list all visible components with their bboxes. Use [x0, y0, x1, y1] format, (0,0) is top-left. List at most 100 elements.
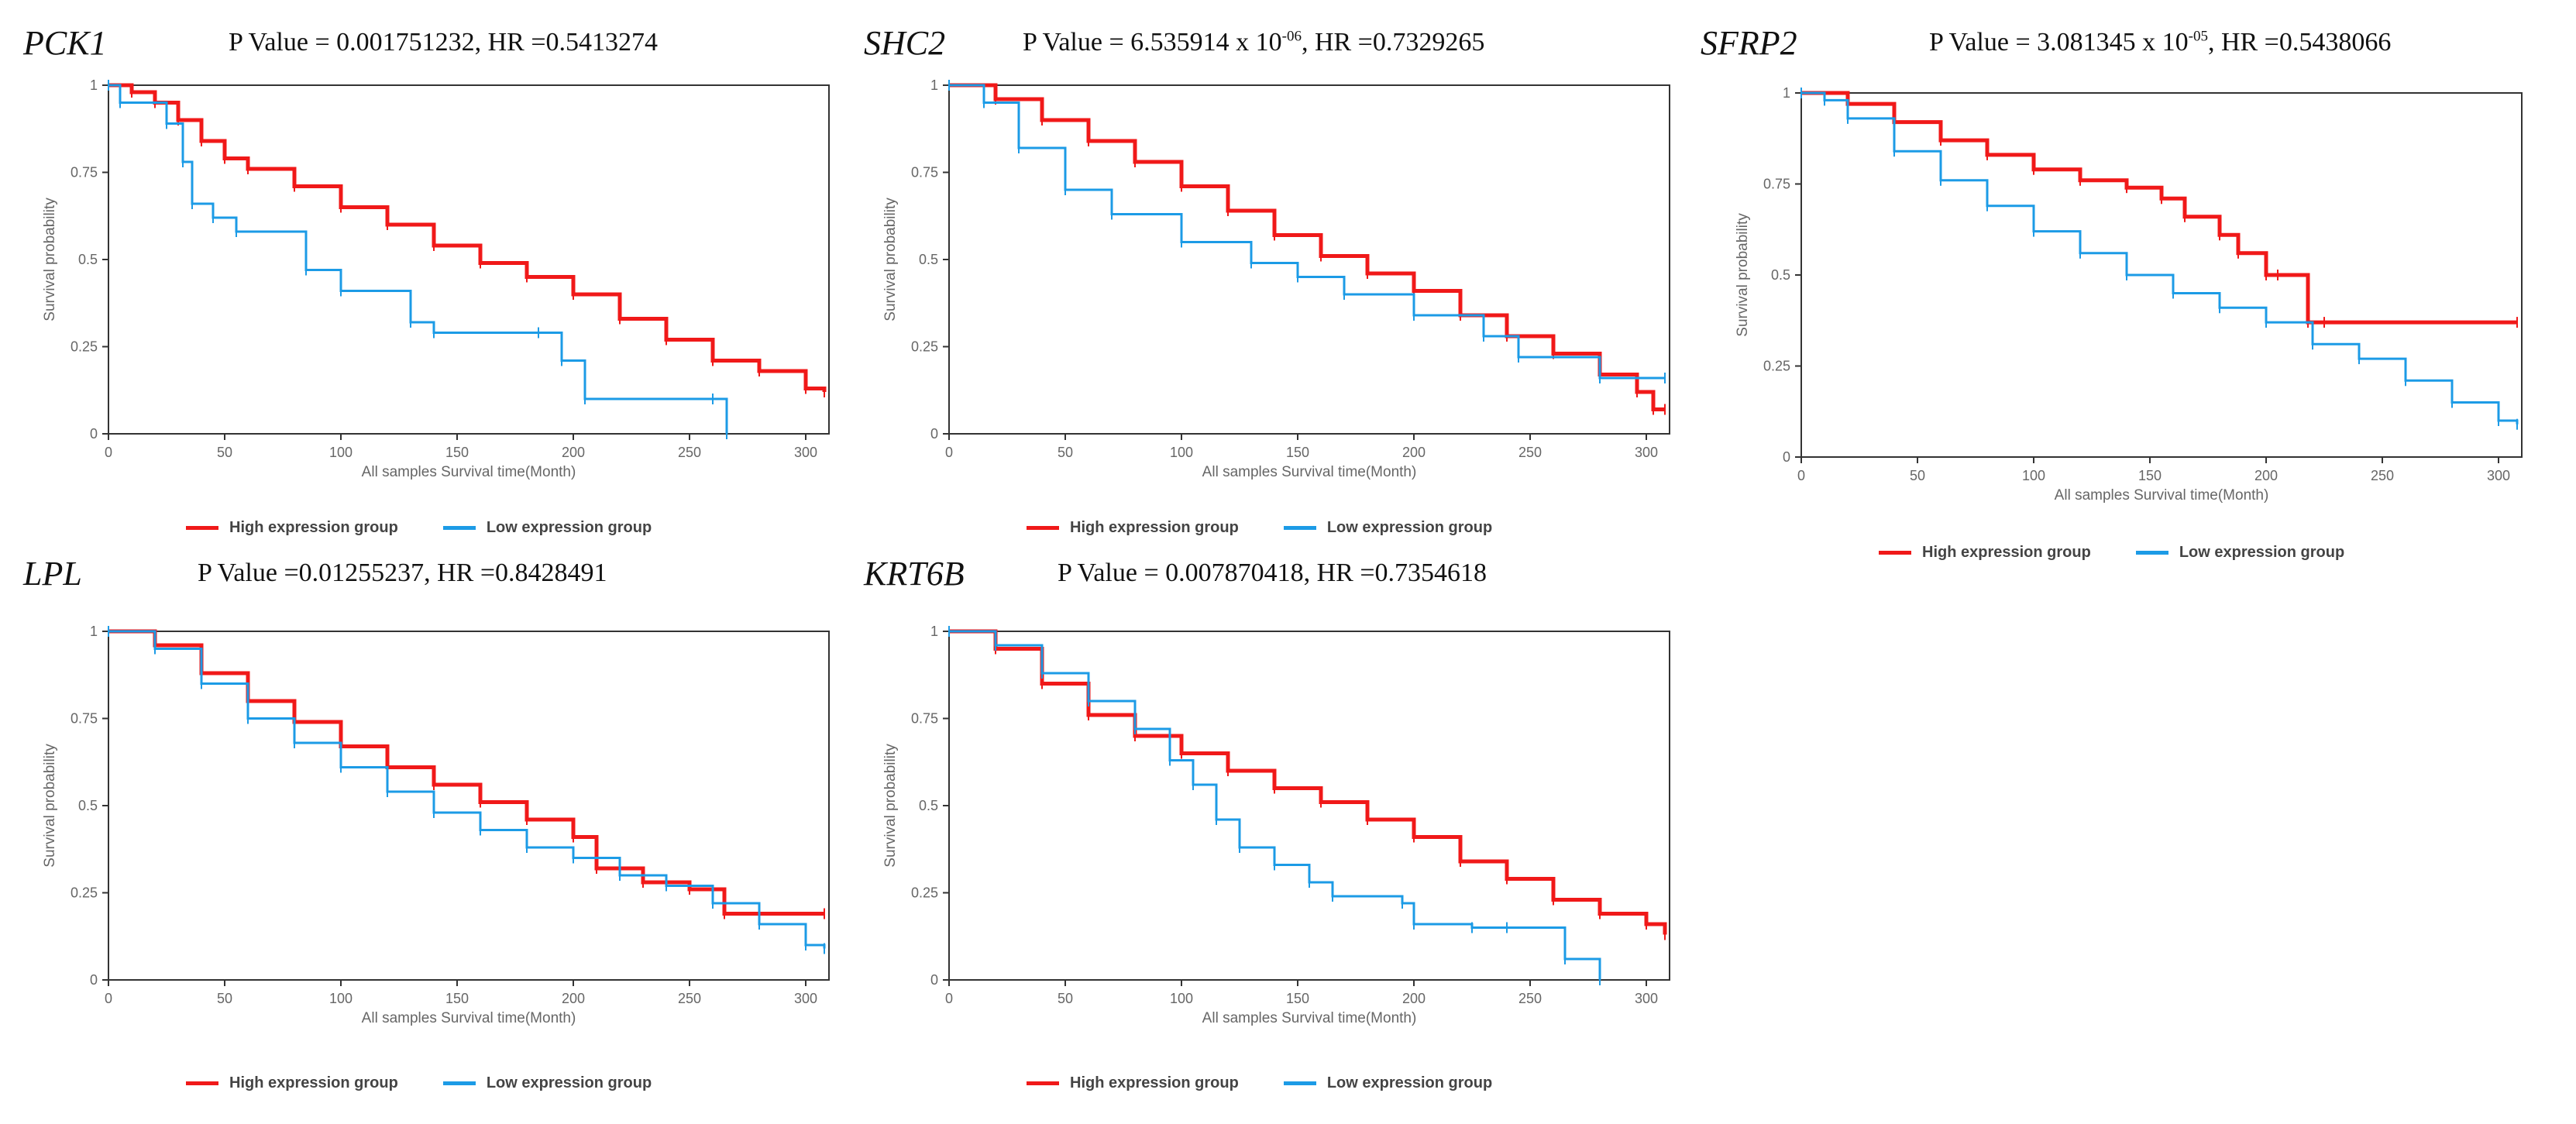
title-main: P Value = 0.007870418, HR =0.7354618: [1058, 559, 1487, 587]
chart-panel-4: LPL P Value =0.01255237, HR =0.8428491 0…: [23, 554, 868, 1112]
title-rest: , HR =0.5438066: [2207, 28, 2392, 57]
series-line-high: [949, 629, 1667, 935]
x-tick-label: 200: [562, 991, 585, 1006]
x-tick-label: 50: [217, 445, 232, 460]
chart-panel-5: KRT6B P Value = 0.007870418, HR =0.73546…: [864, 554, 1708, 1112]
legend-label-low: Low expression group: [486, 519, 652, 536]
x-tick-label: 200: [1402, 445, 1426, 460]
x-tick-label: 50: [217, 991, 232, 1006]
y-tick-label: 0.25: [1763, 359, 1790, 374]
survival-plot: 0 50 100 150 200 250 300 0 0.25 0.5 0.75 1 All sampl…: [882, 624, 1670, 1026]
series-line-low: [108, 630, 826, 949]
y-tick-label: 0.25: [911, 885, 938, 901]
y-axis-label: Survival probability: [882, 744, 899, 868]
legend-label-low: Low expression group: [1326, 519, 1493, 536]
x-tick-label: 250: [678, 445, 701, 460]
y-axis-label: Survival probability: [42, 198, 58, 321]
x-tick-label: 250: [678, 991, 701, 1006]
x-tick-label: 150: [1286, 445, 1309, 460]
legend-swatch-low: [1283, 526, 1316, 530]
x-tick-label: 250: [1518, 445, 1542, 460]
chart-title: P Value = 3.081345 x 10-05, HR =0.543806…: [1929, 28, 2391, 57]
x-tick-label: 200: [2254, 468, 2278, 483]
plot-frame: [948, 84, 1670, 435]
legend-label-high: High expression group: [229, 1074, 398, 1091]
y-tick-label: 0.25: [911, 339, 938, 355]
chart-panel-3: SFRP2 P Value = 3.081345 x 10-05, HR =0.…: [1701, 23, 2545, 581]
legend-swatch-low: [1283, 1081, 1316, 1085]
gene-label: SHC2: [864, 24, 946, 62]
x-tick-label: 50: [1910, 468, 1925, 483]
x-tick-label: 50: [1058, 991, 1073, 1006]
y-tick-label: 0.75: [911, 165, 938, 180]
chart-title: P Value =0.01255237, HR =0.8428491: [198, 559, 607, 588]
y-tick-label: 1: [1783, 85, 1790, 101]
title-sup: -06: [1281, 28, 1302, 45]
legend: High expression group Low expression gro…: [1027, 519, 1492, 537]
y-tick-label: 0: [90, 426, 98, 442]
y-tick-label: 0.5: [919, 252, 938, 267]
x-axis-label: All samples Survival time(Month): [1202, 464, 1417, 480]
y-tick-label: 0: [1783, 449, 1790, 465]
x-tick-label: 0: [945, 991, 953, 1006]
legend-swatch-high: [1027, 1081, 1059, 1085]
chart-title: P Value = 0.007870418, HR =0.7354618: [1058, 559, 1487, 588]
chart-title: P Value = 0.001751232, HR =0.5413274: [229, 28, 658, 57]
x-tick-label: 300: [794, 991, 817, 1006]
x-tick-label: 50: [1058, 445, 1073, 460]
legend: High expression group Low expression gro…: [186, 1074, 652, 1092]
legend-label-low: Low expression group: [2179, 544, 2345, 561]
x-tick-label: 200: [562, 445, 585, 460]
x-tick-label: 200: [1402, 991, 1426, 1006]
title-rest: , HR =0.7329265: [1301, 28, 1485, 57]
title-main: P Value = 3.081345 x 10: [1929, 28, 2189, 57]
title-main: P Value = 6.535914 x 10: [1023, 28, 1282, 57]
y-tick-label: 0: [90, 972, 98, 988]
series-line-high: [108, 83, 827, 392]
x-tick-label: 100: [1170, 991, 1193, 1006]
x-axis-label: All samples Survival time(Month): [1202, 1010, 1417, 1026]
gene-label: KRT6B: [864, 555, 965, 593]
y-tick-label: 0.5: [78, 798, 98, 813]
x-tick-label: 300: [1635, 445, 1658, 460]
y-axis-label: Survival probability: [42, 744, 58, 868]
gene-label: SFRP2: [1701, 24, 1797, 62]
y-tick-label: 0.5: [919, 798, 938, 813]
y-tick-label: 0.75: [1763, 177, 1790, 192]
legend-swatch-high: [186, 526, 218, 530]
survival-plot: 0 50 100 150 200 250 300 0 0.25 0.5 0.75 1 All sampl…: [882, 77, 1670, 480]
survival-plot: 0 50 100 150 200 250 300 0 0.25 0.5 0.75 1 All sampl…: [42, 624, 830, 1026]
y-tick-label: 0.75: [911, 711, 938, 727]
legend-swatch-high: [1027, 526, 1059, 530]
x-tick-label: 100: [1170, 445, 1193, 460]
x-tick-label: 150: [445, 445, 469, 460]
x-tick-label: 250: [2371, 468, 2394, 483]
x-tick-label: 300: [1635, 991, 1658, 1006]
x-tick-label: 150: [2138, 468, 2162, 483]
y-tick-label: 0.75: [71, 711, 98, 727]
x-tick-label: 0: [105, 991, 112, 1006]
series-line-high: [1801, 91, 2517, 325]
title-sup: -05: [2188, 28, 2208, 45]
x-tick-label: 300: [794, 445, 817, 460]
x-tick-label: 300: [2487, 468, 2510, 483]
y-axis-label: Survival probability: [882, 198, 899, 321]
legend-swatch-low: [2135, 551, 2168, 555]
series-line-high: [949, 83, 1665, 411]
legend: High expression group Low expression gro…: [186, 519, 652, 537]
legend-label-high: High expression group: [229, 519, 398, 536]
x-axis-label: All samples Survival time(Month): [2055, 487, 2269, 504]
y-tick-label: 0: [930, 972, 938, 988]
series-line-high: [108, 629, 824, 916]
legend-swatch-low: [442, 526, 476, 530]
title-main: P Value =0.01255237, HR =0.8428491: [198, 559, 607, 587]
y-tick-label: 0.75: [71, 165, 98, 180]
legend: High expression group Low expression gro…: [1027, 1074, 1492, 1092]
legend-label-low: Low expression group: [1326, 1074, 1493, 1091]
legend-swatch-high: [1879, 551, 1911, 555]
legend-swatch-high: [186, 1081, 218, 1085]
plot-frame: [108, 84, 830, 435]
x-axis-label: All samples Survival time(Month): [362, 1010, 576, 1026]
y-tick-label: 0.25: [71, 885, 98, 901]
survival-plot: 0 50 100 150 200 250 300 0 0.25 0.5 0.75 1 All sampl…: [42, 77, 830, 480]
